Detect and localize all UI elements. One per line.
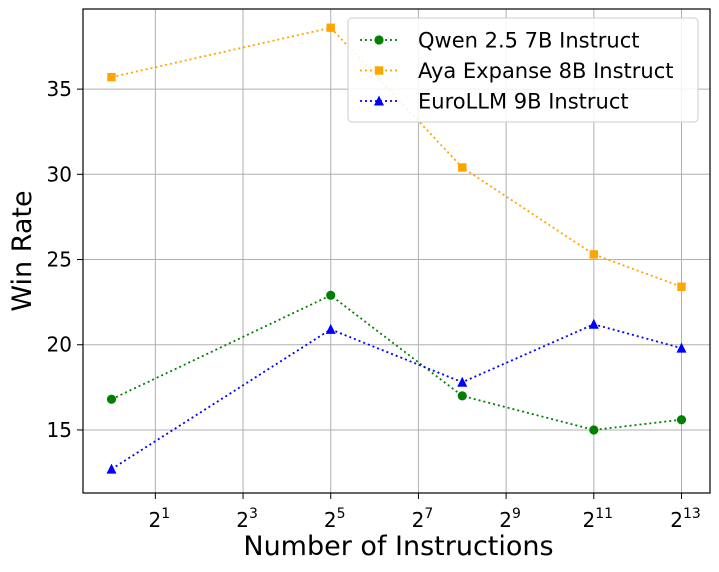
series-line bbox=[111, 294, 682, 431]
series-group bbox=[107, 23, 686, 291]
y-tick-label: 30 bbox=[47, 162, 72, 186]
y-tick-label: 35 bbox=[47, 77, 72, 101]
data-point bbox=[457, 391, 467, 401]
y-tick-label: 25 bbox=[47, 248, 72, 272]
data-point bbox=[107, 72, 116, 82]
x-tick-label: 21 bbox=[149, 506, 171, 532]
x-axis-title: Number of Instructions bbox=[243, 531, 553, 562]
data-point bbox=[676, 415, 687, 425]
x-tick-exponent: 1 bbox=[161, 506, 170, 522]
series-layer bbox=[106, 23, 687, 474]
x-tick-base: 2 bbox=[324, 508, 337, 532]
legend-marker bbox=[374, 95, 384, 106]
data-point bbox=[677, 282, 686, 291]
data-point bbox=[458, 163, 467, 172]
legend-marker bbox=[374, 66, 384, 75]
x-tick-exponent: 9 bbox=[512, 506, 521, 522]
y-tick-label: 20 bbox=[47, 333, 72, 357]
data-point bbox=[457, 376, 468, 387]
legend-entry: Aya Expanse 8B Instruct bbox=[360, 59, 674, 83]
plot-area-frame bbox=[82, 8, 711, 494]
x-tick-base: 2 bbox=[583, 508, 596, 532]
data-point bbox=[589, 250, 599, 259]
y-tick-label: 15 bbox=[47, 418, 72, 442]
x-tick-label: 25 bbox=[324, 506, 346, 532]
x-tick-label: 27 bbox=[412, 506, 434, 532]
legend-label: Qwen 2.5 7B Instruct bbox=[418, 29, 640, 53]
data-point bbox=[589, 425, 599, 435]
x-tick-label: 211 bbox=[583, 506, 614, 532]
data-point bbox=[676, 342, 687, 353]
data-point bbox=[326, 23, 335, 32]
x-tick-base: 2 bbox=[499, 508, 512, 532]
x-tick-base: 2 bbox=[236, 508, 249, 532]
legend-label: EuroLLM 9B Instruct bbox=[418, 90, 629, 114]
series-group bbox=[106, 318, 687, 474]
legend-entry: Qwen 2.5 7B Instruct bbox=[360, 29, 640, 53]
data-point bbox=[326, 290, 336, 300]
x-tick-base: 2 bbox=[149, 508, 162, 532]
x-tick-label: 213 bbox=[670, 506, 701, 532]
data-point bbox=[106, 463, 117, 474]
y-axis-title: Win Rate bbox=[7, 190, 38, 311]
x-tick-label: 29 bbox=[499, 506, 521, 532]
legend-marker bbox=[374, 35, 384, 45]
series-group bbox=[106, 290, 687, 435]
x-tick-exponent: 13 bbox=[683, 506, 701, 522]
x-tick-label: 23 bbox=[236, 506, 258, 532]
x-tick-exponent: 11 bbox=[595, 506, 613, 522]
legend: Qwen 2.5 7B Instruct Aya Expanse 8B Instr… bbox=[347, 17, 699, 123]
legend-entry: EuroLLM 9B Instruct bbox=[360, 90, 629, 114]
x-tick-exponent: 3 bbox=[249, 506, 258, 522]
data-point bbox=[106, 394, 117, 404]
x-tick-exponent: 7 bbox=[424, 506, 433, 522]
data-point bbox=[325, 323, 336, 334]
x-tick-exponent: 5 bbox=[337, 506, 346, 522]
x-tick-base: 2 bbox=[412, 508, 425, 532]
legend-box bbox=[347, 17, 699, 123]
x-tick-base: 2 bbox=[670, 508, 683, 532]
legend-label: Aya Expanse 8B Instruct bbox=[418, 59, 674, 83]
data-point bbox=[588, 318, 599, 329]
